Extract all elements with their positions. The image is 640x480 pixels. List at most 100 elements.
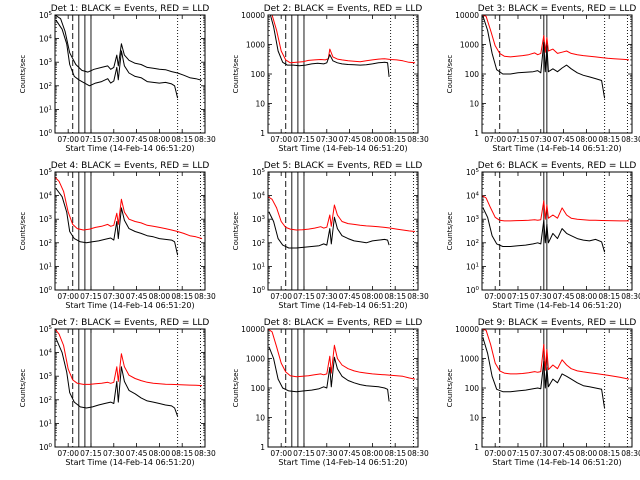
- y-tick-label: 101: [39, 262, 52, 271]
- series-lld-line: [268, 196, 416, 232]
- y-axis-label: Counts/sec: [446, 212, 454, 251]
- x-tick-label: 07:30: [316, 292, 338, 301]
- series-lld-line: [55, 176, 203, 240]
- y-axis-label: Counts/sec: [232, 369, 240, 408]
- series-lld-line: [268, 329, 416, 380]
- x-tick-label: 07:45: [553, 292, 575, 301]
- x-tick-label: 07:00: [270, 292, 292, 301]
- x-tick-label: 07:30: [316, 449, 338, 458]
- x-tick-label: 08:00: [362, 449, 384, 458]
- y-tick-label: 104: [39, 349, 53, 358]
- plot-frame: [54, 328, 206, 448]
- x-tick-label: 08:30: [621, 135, 640, 144]
- y-tick-label: 105: [39, 325, 53, 334]
- x-axis-label: Start Time (14-Feb-14 06:51:20): [278, 458, 407, 467]
- y-tick-label: 105: [466, 168, 480, 177]
- y-tick-label: 101: [252, 262, 265, 271]
- y-axis-label: Counts/sec: [232, 55, 240, 94]
- y-tick-label: 101: [466, 262, 479, 271]
- y-tick-label: 100: [465, 384, 480, 393]
- x-tick-label: 07:00: [270, 135, 292, 144]
- plot-area: [55, 172, 203, 290]
- plot-area: [482, 15, 630, 133]
- y-tick-label: 105: [252, 168, 266, 177]
- x-tick-label: 08:15: [384, 135, 406, 144]
- plot-area: [268, 172, 416, 290]
- x-axis-label: Start Time (14-Feb-14 06:51:20): [278, 301, 407, 310]
- y-tick-label: 104: [466, 192, 480, 201]
- plot-frame: [481, 171, 633, 291]
- series-lld-line: [482, 195, 629, 222]
- y-tick-label: 1: [474, 129, 479, 138]
- panel-det-7: Det 7: BLACK = Events, RED = LLD 100 101 10…: [19, 318, 216, 467]
- y-tick-label: 102: [39, 239, 52, 248]
- y-tick-label: 102: [39, 82, 52, 91]
- y-tick-label: 100: [39, 443, 53, 452]
- x-tick-label: 07:30: [530, 135, 552, 144]
- y-tick-label: 100: [39, 129, 53, 138]
- x-tick-label: 08:30: [194, 135, 216, 144]
- y-tick-label: 105: [39, 168, 53, 177]
- x-tick-label: 07:30: [103, 135, 125, 144]
- y-tick-label: 100: [465, 70, 480, 79]
- y-tick-label: 104: [39, 35, 53, 44]
- series-lld-line: [55, 329, 203, 387]
- x-tick-label: 08:00: [576, 135, 598, 144]
- x-tick-label: 07:30: [103, 449, 125, 458]
- panel-det-8: Det 8: BLACK = Events, RED = LLD 1 10 100 10…: [232, 318, 429, 467]
- plot-area: [269, 15, 416, 133]
- x-tick-label: 08:15: [598, 135, 620, 144]
- x-tick-label: 07:00: [57, 292, 79, 301]
- y-tick-label: 1000: [460, 41, 479, 50]
- y-tick-label: 105: [39, 11, 53, 20]
- x-tick-label: 08:30: [407, 449, 429, 458]
- x-tick-label: 07:15: [293, 449, 315, 458]
- x-tick-label: 07:45: [126, 292, 148, 301]
- y-tick-label: 10: [255, 100, 265, 109]
- y-tick-label: 104: [39, 192, 53, 201]
- x-axis-label: Start Time (14-Feb-14 06:51:20): [492, 301, 621, 310]
- x-tick-label: 08:15: [171, 292, 193, 301]
- panel-title: Det 4: BLACK = Events, RED = LLD: [51, 161, 210, 171]
- y-tick-label: 10: [255, 414, 265, 423]
- panel-title: Det 2: BLACK = Events, RED = LLD: [264, 4, 423, 14]
- y-tick-label: 100: [39, 286, 53, 295]
- y-tick-label: 10: [469, 414, 479, 423]
- panel-det-1: Det 1: BLACK = Events, RED = LLD 100 101 10…: [19, 4, 216, 153]
- x-tick-label: 08:00: [362, 135, 384, 144]
- y-tick-label: 104: [252, 192, 266, 201]
- y-axis-label: Counts/sec: [19, 212, 27, 251]
- x-tick-label: 08:15: [171, 449, 193, 458]
- series-events-line: [268, 346, 390, 402]
- series-events-line: [55, 338, 179, 417]
- x-tick-label: 07:15: [80, 449, 102, 458]
- x-tick-label: 07:15: [80, 292, 102, 301]
- x-tick-label: 08:15: [171, 135, 193, 144]
- panel-title: Det 3: BLACK = Events, RED = LLD: [478, 4, 637, 14]
- y-axis-label: Counts/sec: [19, 369, 27, 408]
- x-tick-label: 07:15: [507, 449, 529, 458]
- panel-det-6: Det 6: BLACK = Events, RED = LLD 100 101 10…: [446, 161, 640, 310]
- x-tick-label: 07:15: [293, 135, 315, 144]
- plot-area: [482, 329, 630, 447]
- panel-title: Det 9: BLACK = Events, RED = LLD: [478, 318, 637, 328]
- panel-title: Det 7: BLACK = Events, RED = LLD: [51, 318, 210, 328]
- y-tick-label: 100: [251, 384, 266, 393]
- x-tick-label: 07:15: [507, 292, 529, 301]
- x-tick-label: 07:00: [484, 135, 506, 144]
- plot-frame: [54, 14, 206, 134]
- x-tick-label: 07:45: [553, 449, 575, 458]
- x-tick-label: 07:30: [316, 135, 338, 144]
- series-events-line: [482, 207, 606, 253]
- plot-area: [55, 329, 203, 447]
- y-tick-label: 101: [39, 419, 52, 428]
- x-axis-label: Start Time (14-Feb-14 06:51:20): [65, 144, 194, 153]
- x-tick-label: 08:30: [194, 292, 216, 301]
- plot-frame: [267, 14, 419, 134]
- x-tick-label: 08:00: [576, 449, 598, 458]
- x-tick-label: 08:15: [384, 449, 406, 458]
- series-lld-line: [271, 15, 416, 64]
- x-tick-label: 07:30: [530, 449, 552, 458]
- x-axis-label: Start Time (14-Feb-14 06:51:20): [492, 144, 621, 153]
- y-tick-label: 103: [39, 58, 53, 67]
